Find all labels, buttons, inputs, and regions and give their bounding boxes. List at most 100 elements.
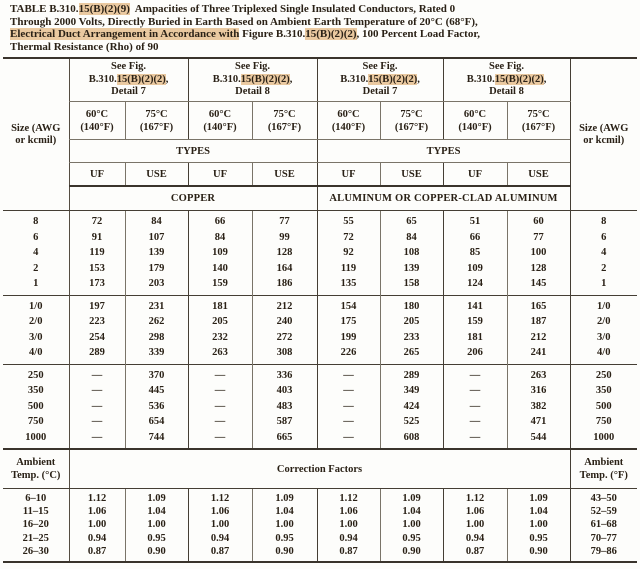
fig-cell-copper-detail8: See Fig. B.310.15(B)(2)(2), Detail 8 [187,58,317,102]
value-cell: 265 [379,345,443,364]
value-cell: 0.87 [68,544,125,563]
conductor-row: 4/0 289 339 263 308 226 265 206 241 4/0 [3,345,637,364]
value-cell: 153 [68,260,125,276]
size-label-line1: Size (AWG [579,122,629,134]
value-cell: 66 [442,229,507,245]
value-cell: 124 [442,276,507,295]
value-cell: 0.94 [442,531,507,545]
value-cell: 181 [442,329,507,345]
row-label-right: 43–50 [569,488,637,506]
row-label-right: 1000 [569,429,637,449]
value-cell: 1.04 [124,505,188,519]
conductor-row: 1/0 197 231 181 212 154 180 141 165 1/0 [3,294,637,314]
row-label-right: 52–59 [569,505,637,519]
correction-factors-label: Correction Factors [68,448,570,489]
value-cell: 108 [379,245,443,261]
value-cell: — [187,398,252,414]
fig-line1: See Fig. [111,61,146,73]
value-cell: 339 [124,345,188,364]
row-label-right: 750 [569,414,637,430]
value-cell: 60 [506,210,570,230]
conductor-row: 250—370—336—289—263 250 [3,363,637,383]
type-cell: UF [68,162,125,187]
value-cell: 212 [506,329,570,345]
correction-row: 26–30 0.87 0.90 0.87 0.90 0.87 0.90 0.87 0.90 79–… [3,544,637,563]
fig-line2: B.310.15(B)(2)(2), [212,73,293,85]
type-cell: UF [442,162,507,187]
value-cell: 197 [68,294,125,314]
fig-line1: See Fig. [489,61,524,73]
value-cell: 84 [187,229,252,245]
value-cell: 77 [506,229,570,245]
value-cell: — [316,363,380,383]
aluminum-label: ALUMINUM OR COPPER-CLAD ALUMINUM [316,186,570,211]
type-cell: USE [251,162,317,187]
table-title: TABLE B.310.15(B)(2)(9) Ampacities of Th… [0,0,640,53]
value-cell: 164 [251,260,317,276]
value-cell: 1.04 [379,505,443,519]
value-cell: 536 [124,398,188,414]
value-cell: 226 [316,345,380,364]
type-cell: UF [187,162,252,187]
value-cell: 608 [379,429,443,449]
value-cell: 0.94 [68,531,125,545]
value-cell: 109 [442,260,507,276]
row-label-left: 4/0 [29,347,43,358]
conductor-row: 3/0 254 298 232 272 199 233 181 212 3/0 [3,329,637,345]
value-cell: 254 [68,329,125,345]
highlighted-text: 15(B)(2)(2) [116,73,166,85]
correction-row: 21–25 0.94 0.95 0.94 0.95 0.94 0.95 0.94 0.95 70–… [3,531,637,545]
title-text: Through 2000 Volts, Directly Buried in E… [10,15,478,28]
value-cell: 263 [506,363,570,383]
value-cell: 483 [251,398,317,414]
row-label-right: 1 [569,276,637,295]
value-cell: 654 [124,414,188,430]
correction-rows: 6–10 1.12 1.09 1.12 1.09 1.12 1.09 1.12 1.09 43–5… [3,488,637,563]
size-header-left: Size (AWG or kcmil) [3,58,69,211]
value-cell: 66 [187,210,252,230]
value-cell: 349 [379,383,443,399]
value-cell: — [316,429,380,449]
value-cell: — [442,363,507,383]
value-cell: 159 [442,314,507,330]
value-cell: 289 [68,345,125,364]
value-cell: 91 [68,229,125,245]
temp-cell: 75°C (167°F) [379,101,443,140]
row-label-left: 26–30 [22,545,49,557]
row-label-left: 3/0 [29,331,43,343]
title-text: TABLE B.310. [10,3,79,15]
value-cell: 173 [68,276,125,295]
fig-line3: Detail 8 [235,86,270,98]
value-cell: 128 [506,260,570,276]
value-cell: — [316,414,380,430]
fig-line3: Detail 7 [362,86,398,98]
value-cell: 206 [442,345,507,364]
row-label-left: 2 [33,262,39,274]
value-cell: 382 [506,398,570,414]
row-label-right: 2/0 [569,314,637,330]
highlighted-text: 15(B)(2)(2) [305,28,357,40]
value-cell: — [68,363,125,383]
title-text: Ampacities of Three Triplexed Single Ins… [129,3,456,15]
title-line: Electrical Duct Arrangement in Accordanc… [10,28,634,41]
value-cell: 1.09 [506,488,570,506]
value-cell: 107 [124,229,188,245]
value-cell: 1.09 [251,488,317,506]
value-cell: 665 [251,429,317,449]
row-label-right: 70–77 [569,531,637,545]
row-label-right: 1/0 [569,294,637,314]
value-cell: 0.95 [124,531,188,545]
insulation-type-row: UF USE UF USE UF USE UF USE [3,162,637,187]
value-cell: 154 [316,294,380,314]
value-cell: 232 [187,329,252,345]
value-cell: 72 [316,229,380,245]
correction-row: 6–10 1.12 1.09 1.12 1.09 1.12 1.09 1.12 1.09 43–5… [3,488,637,506]
row-label-left: 750 [27,416,44,427]
temp-cell: 60°C (140°F) [316,101,380,140]
row-label-left: 350 [27,385,44,396]
row-label-right: 79–86 [569,544,637,563]
value-cell: 203 [124,276,188,295]
title-line: Through 2000 Volts, Directly Buried in E… [10,16,634,29]
value-cell: 370 [124,363,188,383]
row-label-left: 2/0 [29,316,43,327]
